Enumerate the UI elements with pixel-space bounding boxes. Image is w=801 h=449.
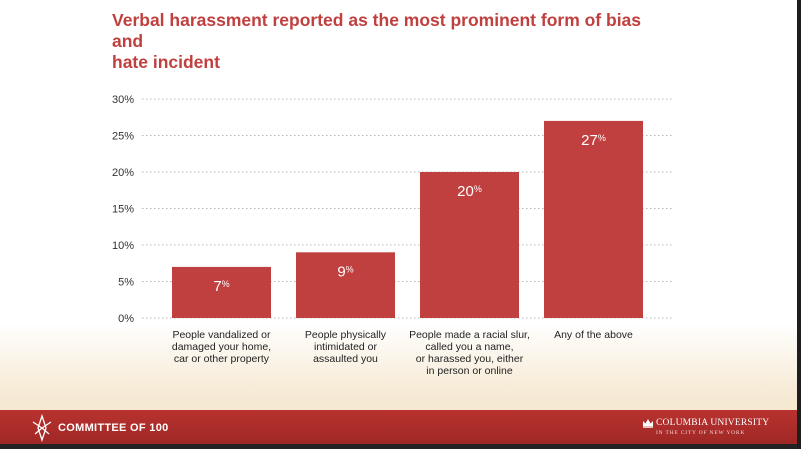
bar-chart: 0% 5% 10% 15% 20% 25% 30% 7% People vandalized o… [112, 94, 672, 377]
x-tick-label: People vandalized or damaged your home, ca… [172, 329, 271, 365]
columbia-crown-icon [643, 419, 653, 428]
y-tick-label: 5% [118, 277, 134, 289]
chart-title: Verbal harassment reported as the most p… [112, 10, 672, 73]
columbia-university-sublabel: IN THE CITY OF NEW YORK [656, 430, 746, 436]
y-tick-label: 15% [112, 204, 134, 216]
y-tick-label: 25% [112, 131, 134, 143]
data-label: 7% [213, 278, 229, 295]
y-tick-label: 20% [112, 167, 134, 179]
committee-of-100-logo-icon [32, 414, 52, 442]
x-tick-label: Any of the above [554, 329, 633, 341]
footer-bottom-band [0, 444, 797, 449]
committee-of-100-label: COMMITTEE OF 100 [58, 422, 169, 434]
chart-title-line-1: Verbal harassment reported as the most p… [112, 10, 642, 51]
bar [420, 172, 519, 318]
columbia-university-label: COLUMBIA UNIVERSITY [656, 418, 770, 428]
bar [172, 266, 271, 318]
chart-title-line-2: hate incident [112, 52, 220, 72]
data-label: 27% [581, 132, 606, 149]
data-label: 20% [457, 183, 482, 200]
y-tick-label: 0% [118, 313, 134, 325]
y-tick-label: 30% [112, 94, 134, 106]
x-tick-label: People physically intimidated or assaulted… [305, 329, 387, 365]
bar [296, 252, 395, 318]
footer-bar [0, 410, 797, 449]
data-label: 9% [337, 263, 353, 280]
bar [544, 120, 643, 319]
x-tick-label: People made a racial slur, called you a n… [409, 329, 530, 377]
window-edge [797, 0, 801, 449]
y-tick-label: 10% [112, 240, 134, 252]
